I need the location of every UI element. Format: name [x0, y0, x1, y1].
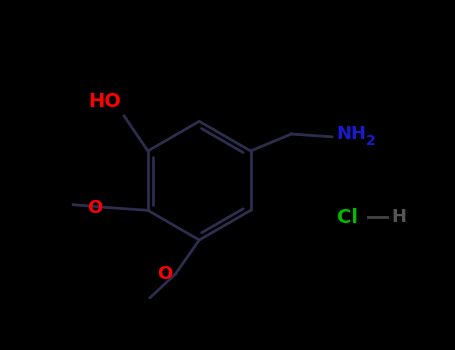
Text: H: H: [391, 208, 406, 226]
Text: 2: 2: [366, 134, 376, 148]
Text: HO: HO: [88, 92, 121, 111]
Text: Cl: Cl: [337, 208, 358, 227]
Text: NH: NH: [337, 125, 367, 143]
Text: O: O: [157, 265, 172, 283]
Text: O: O: [87, 198, 103, 217]
